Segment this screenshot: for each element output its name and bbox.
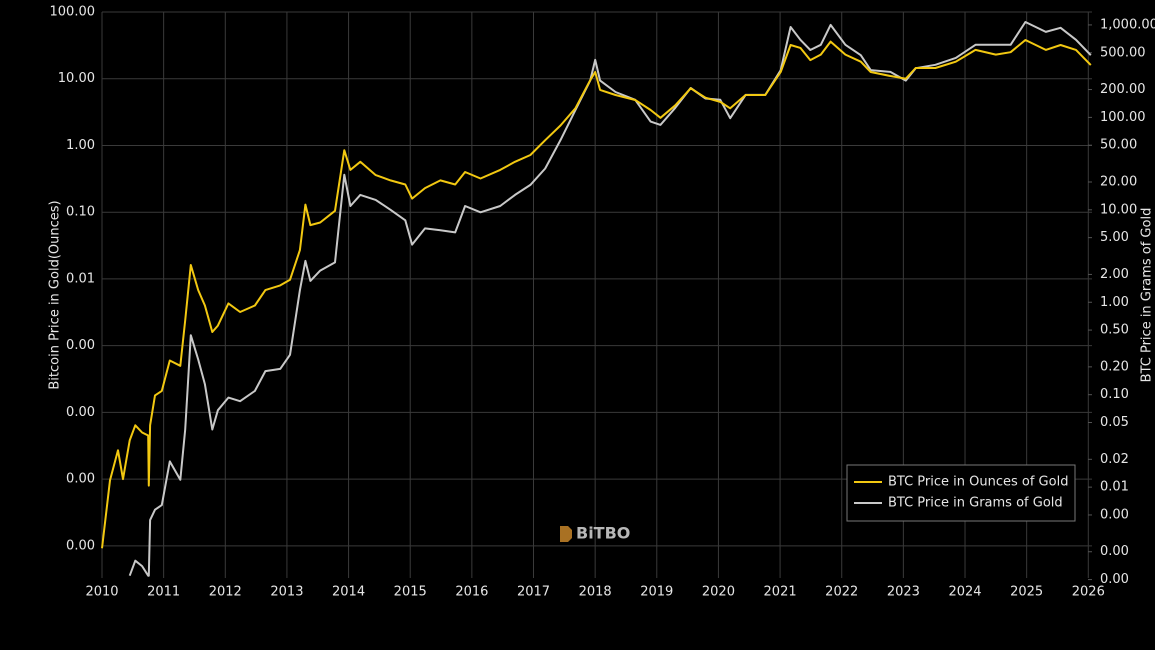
y2-tick-label: 0.00 <box>1100 572 1129 587</box>
y-tick-label: 1.00 <box>66 138 95 153</box>
y2-tick-label: 100.00 <box>1100 110 1146 125</box>
x-tick-label: 2023 <box>887 585 920 600</box>
y-tick-label: 0.00 <box>66 405 95 420</box>
y2-tick-label: 10.00 <box>1100 202 1137 217</box>
x-tick-label: 2012 <box>209 585 242 600</box>
y-tick-label: 10.00 <box>58 71 95 86</box>
x-tick-label: 2024 <box>948 585 981 600</box>
x-tick-label: 2018 <box>579 585 612 600</box>
x-tick-label: 2014 <box>332 585 365 600</box>
y2-tick-label: 1,000.00 <box>1100 17 1155 32</box>
x-tick-label: 2011 <box>147 585 180 600</box>
x-tick-label: 2019 <box>640 585 673 600</box>
x-tick-label: 2026 <box>1072 585 1105 600</box>
x-tick-label: 2013 <box>270 585 303 600</box>
x-tick-label: 2016 <box>455 585 488 600</box>
watermark-text: BiTBO <box>576 524 630 543</box>
x-tick-label: 2020 <box>702 585 735 600</box>
y2-tick-label: 5.00 <box>1100 230 1129 245</box>
y-tick-label: 100.00 <box>50 5 96 20</box>
y-tick-label: 0.01 <box>66 271 95 286</box>
series-line <box>101 39 1092 549</box>
y2-axis-title: BTC Price in Grams of Gold <box>1140 208 1155 383</box>
y2-tick-label: 0.02 <box>1100 452 1129 467</box>
x-tick-label: 2022 <box>825 585 858 600</box>
y2-tick-label: 50.00 <box>1100 138 1137 153</box>
x-tick-label: 2015 <box>394 585 427 600</box>
y2-tick-label: 1.00 <box>1100 295 1129 310</box>
y-tick-label: 0.00 <box>66 338 95 353</box>
legend-label: BTC Price in Ounces of Gold <box>888 475 1068 490</box>
watermark: BiTBO <box>560 524 630 543</box>
y2-tick-label: 500.00 <box>1100 45 1146 60</box>
y2-tick-label: 0.01 <box>1100 480 1129 495</box>
y-tick-label: 0.00 <box>66 472 95 487</box>
legend-label: BTC Price in Grams of Gold <box>888 496 1063 511</box>
x-tick-label: 2025 <box>1010 585 1043 600</box>
y2-tick-label: 20.00 <box>1100 174 1137 189</box>
x-tick-label: 2010 <box>85 585 118 600</box>
y-axis-title: Bitcoin Price in Gold(Ounces) <box>48 200 63 389</box>
watermark-icon <box>560 526 572 542</box>
x-tick-label: 2021 <box>764 585 797 600</box>
y2-tick-label: 0.20 <box>1100 359 1129 374</box>
y2-tick-label: 200.00 <box>1100 82 1146 97</box>
y-tick-label: 0.00 <box>66 538 95 553</box>
series-line <box>128 21 1092 577</box>
legend-box <box>846 464 1076 522</box>
legend: BTC Price in Ounces of Gold BTC Price in … <box>846 464 1076 522</box>
y2-tick-label: 2.00 <box>1100 267 1129 282</box>
y2-tick-label: 0.05 <box>1100 415 1129 430</box>
y2-tick-label: 0.00 <box>1100 544 1129 559</box>
y2-tick-label: 0.50 <box>1100 323 1129 338</box>
y-tick-label: 0.10 <box>66 205 95 220</box>
y2-tick-label: 0.10 <box>1100 387 1129 402</box>
x-tick-label: 2017 <box>517 585 550 600</box>
y2-tick-label: 0.00 <box>1100 507 1129 522</box>
